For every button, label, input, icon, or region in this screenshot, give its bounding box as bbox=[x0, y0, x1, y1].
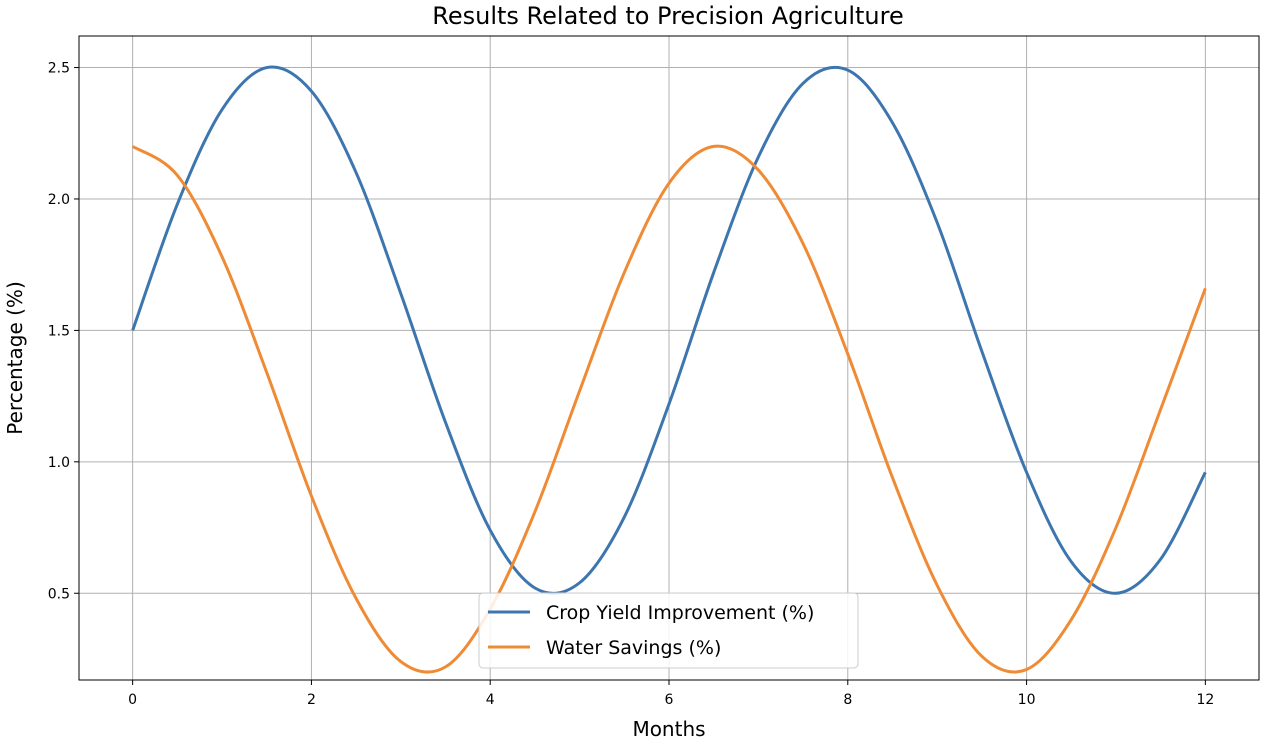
y-tick-label: 1.5 bbox=[48, 323, 70, 339]
y-tick-label: 2.0 bbox=[48, 192, 70, 208]
legend-box bbox=[478, 592, 859, 669]
x-tick-label: 6 bbox=[665, 692, 674, 708]
series-layer bbox=[131, 65, 1207, 674]
legend-label: Crop Yield Improvement (%) bbox=[546, 602, 814, 624]
y-axis-ticks: 0.5 1.0 1.5 2.0 2.5 bbox=[48, 61, 79, 602]
x-axis-label: Months bbox=[632, 717, 705, 741]
legend: Crop Yield Improvement (%) Water Savings … bbox=[478, 592, 859, 669]
x-tick-label: 8 bbox=[843, 692, 852, 708]
x-tick-label: 0 bbox=[128, 692, 137, 708]
x-tick-label: 2 bbox=[307, 692, 316, 708]
x-tick-label: 4 bbox=[486, 692, 495, 708]
y-tick-label: 0.5 bbox=[48, 586, 70, 602]
x-tick-label: 12 bbox=[1196, 692, 1214, 708]
x-tick-label: 10 bbox=[1018, 692, 1036, 708]
legend-label: Water Savings (%) bbox=[546, 637, 721, 659]
y-tick-label: 1.0 bbox=[48, 455, 70, 471]
chart-title: Results Related to Precision Agriculture bbox=[432, 2, 904, 30]
series-line-1 bbox=[131, 65, 1207, 595]
y-axis-label: Percentage (%) bbox=[3, 281, 27, 434]
y-tick-label: 2.5 bbox=[48, 61, 70, 77]
grid bbox=[79, 36, 1259, 680]
x-axis-ticks: 0 2 4 6 8 10 12 bbox=[128, 680, 1214, 708]
series-line-2 bbox=[131, 144, 1207, 674]
